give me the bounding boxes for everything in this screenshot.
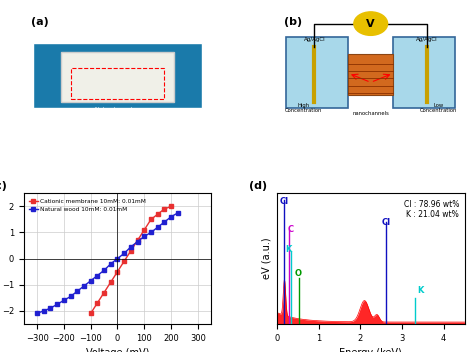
Natural wood 10mM: 0.01mM: (0, 0): 0.01mM: (0, 0) — [115, 257, 120, 261]
Cationic membrane 10mM: 0.01mM: (200, 2): 0.01mM: (200, 2) — [168, 204, 174, 208]
Text: (b): (b) — [284, 17, 302, 27]
Cationic membrane 10mM: 0.01mM: (150, 1.7): 0.01mM: (150, 1.7) — [155, 212, 161, 216]
Text: Ag/AgCl: Ag/AgCl — [416, 37, 438, 42]
Natural wood 10mM: 0.01mM: (25, 0.2): 0.01mM: (25, 0.2) — [121, 251, 127, 256]
Legend: Cationic membrane 10mM: 0.01mM, Natural wood 10mM: 0.01mM: Cationic membrane 10mM: 0.01mM, Natural … — [27, 196, 148, 214]
Cationic membrane 10mM: 0.01mM: (-100, -2.1): 0.01mM: (-100, -2.1) — [88, 311, 93, 315]
Text: Ag/AgCl: Ag/AgCl — [304, 37, 325, 42]
Natural wood 10mM: 0.01mM: (75, 0.65): 0.01mM: (75, 0.65) — [135, 239, 140, 244]
Natural wood 10mM: 0.01mM: (100, 0.85): 0.01mM: (100, 0.85) — [141, 234, 147, 239]
X-axis label: Voltage (mV): Voltage (mV) — [86, 348, 149, 352]
Text: O: O — [295, 269, 302, 278]
Bar — [33, 43, 202, 108]
Bar — [61, 52, 174, 102]
Natural wood 10mM: 0.01mM: (-200, -1.6): 0.01mM: (-200, -1.6) — [61, 298, 67, 302]
Circle shape — [354, 12, 388, 35]
Text: C: C — [288, 225, 294, 234]
Text: Low
concentration: Low concentration — [137, 31, 181, 42]
Cationic membrane 10mM: 0.01mM: (175, 1.9): 0.01mM: (175, 1.9) — [162, 207, 167, 211]
X-axis label: Energy (keV): Energy (keV) — [339, 348, 402, 352]
Line: Natural wood 10mM: 0.01mM: Natural wood 10mM: 0.01mM — [36, 211, 180, 315]
Natural wood 10mM: 0.01mM: (-150, -1.25): 0.01mM: (-150, -1.25) — [74, 289, 80, 293]
Natural wood 10mM: 0.01mM: (-25, -0.2): 0.01mM: (-25, -0.2) — [108, 262, 114, 266]
Text: K: K — [285, 245, 292, 254]
Cationic membrane 10mM: 0.01mM: (-75, -1.7): 0.01mM: (-75, -1.7) — [94, 301, 100, 305]
Natural wood 10mM: 0.01mM: (-100, -0.85): 0.01mM: (-100, -0.85) — [88, 279, 93, 283]
Natural wood 10mM: 0.01mM: (-225, -1.75): 0.01mM: (-225, -1.75) — [55, 302, 60, 306]
Natural wood 10mM: 0.01mM: (125, 1): 0.01mM: (125, 1) — [148, 230, 154, 234]
Natural wood 10mM: 0.01mM: (-250, -1.9): 0.01mM: (-250, -1.9) — [48, 306, 54, 310]
Natural wood 10mM: 0.01mM: (175, 1.4): 0.01mM: (175, 1.4) — [162, 220, 167, 224]
Natural wood 10mM: 0.01mM: (225, 1.75): 0.01mM: (225, 1.75) — [175, 211, 181, 215]
Text: (a): (a) — [31, 17, 49, 27]
Text: Cl: Cl — [280, 197, 289, 206]
Bar — [348, 54, 393, 95]
Cationic membrane 10mM: 0.01mM: (-25, -0.9): 0.01mM: (-25, -0.9) — [108, 280, 114, 284]
Text: High
Concentration: High Concentration — [284, 102, 322, 113]
Natural wood 10mM: 0.01mM: (-300, -2.1): 0.01mM: (-300, -2.1) — [34, 311, 40, 315]
Cationic membrane 10mM: 0.01mM: (50, 0.3): 0.01mM: (50, 0.3) — [128, 249, 134, 253]
Natural wood 10mM: 0.01mM: (-75, -0.65): 0.01mM: (-75, -0.65) — [94, 274, 100, 278]
Bar — [71, 68, 164, 99]
Cationic membrane 10mM: 0.01mM: (-50, -1.3): 0.01mM: (-50, -1.3) — [101, 290, 107, 295]
Natural wood 10mM: 0.01mM: (-175, -1.45): 0.01mM: (-175, -1.45) — [68, 294, 73, 298]
Cationic membrane 10mM: 0.01mM: (75, 0.7): 0.01mM: (75, 0.7) — [135, 238, 140, 243]
Text: (d): (d) — [249, 181, 267, 191]
Natural wood 10mM: 0.01mM: (-125, -1.05): 0.01mM: (-125, -1.05) — [81, 284, 87, 288]
Text: Natural wood or
cationic wood membrane: Natural wood or cationic wood membrane — [82, 107, 153, 118]
Cationic membrane 10mM: 0.01mM: (25, -0.1): 0.01mM: (25, -0.1) — [121, 259, 127, 263]
Line: Cationic membrane 10mM: 0.01mM: Cationic membrane 10mM: 0.01mM — [89, 205, 173, 315]
Natural wood 10mM: 0.01mM: (-275, -2): 0.01mM: (-275, -2) — [41, 309, 46, 313]
Natural wood 10mM: 0.01mM: (50, 0.45): 0.01mM: (50, 0.45) — [128, 245, 134, 249]
Natural wood 10mM: 0.01mM: (200, 1.6): 0.01mM: (200, 1.6) — [168, 215, 174, 219]
Natural wood 10mM: 0.01mM: (-50, -0.45): 0.01mM: (-50, -0.45) — [101, 268, 107, 272]
Bar — [393, 37, 455, 108]
Text: (c): (c) — [0, 181, 7, 191]
Cationic membrane 10mM: 0.01mM: (125, 1.5): 0.01mM: (125, 1.5) — [148, 217, 154, 221]
Text: V: V — [366, 19, 375, 29]
Y-axis label: eV (a.u.): eV (a.u.) — [261, 238, 272, 279]
Text: High
concentration: High concentration — [43, 31, 87, 42]
Text: K: K — [418, 287, 424, 295]
Cationic membrane 10mM: 0.01mM: (100, 1.1): 0.01mM: (100, 1.1) — [141, 228, 147, 232]
Text: nanochannels: nanochannels — [352, 111, 389, 116]
Text: Low
Concentration: Low Concentration — [419, 102, 457, 113]
Text: Cl : 78.96 wt%
K : 21.04 wt%: Cl : 78.96 wt% K : 21.04 wt% — [403, 200, 459, 219]
Bar — [286, 37, 348, 108]
Text: Cl: Cl — [382, 218, 391, 227]
Natural wood 10mM: 0.01mM: (150, 1.2): 0.01mM: (150, 1.2) — [155, 225, 161, 230]
Cationic membrane 10mM: 0.01mM: (0, -0.5): 0.01mM: (0, -0.5) — [115, 270, 120, 274]
